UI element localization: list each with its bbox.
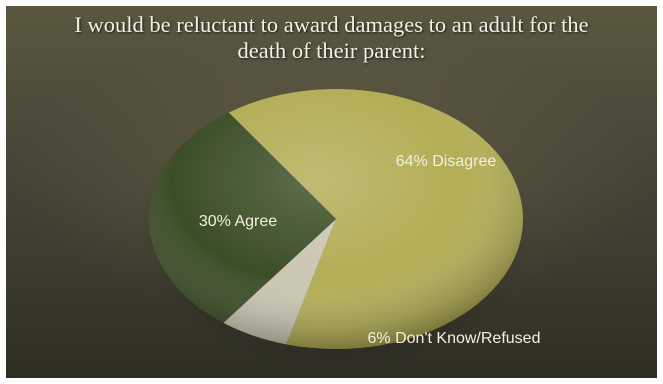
label-disagree: 64% Disagree — [396, 153, 497, 170]
chart-slide: I would be reluctant to award damages to… — [6, 6, 657, 378]
chart-title-line-1: I would be reluctant to award damages to… — [74, 12, 589, 37]
chart-title-line-2: death of their parent: — [237, 38, 426, 63]
pie-chart: 64% Disagree 6% Don't Know/Refused 30% Agr… — [136, 86, 541, 370]
label-agree: 30% Agree — [199, 213, 277, 230]
label-dont-know: 6% Don't Know/Refused — [368, 330, 541, 347]
chart-title: I would be reluctant to award damages to… — [6, 12, 657, 64]
